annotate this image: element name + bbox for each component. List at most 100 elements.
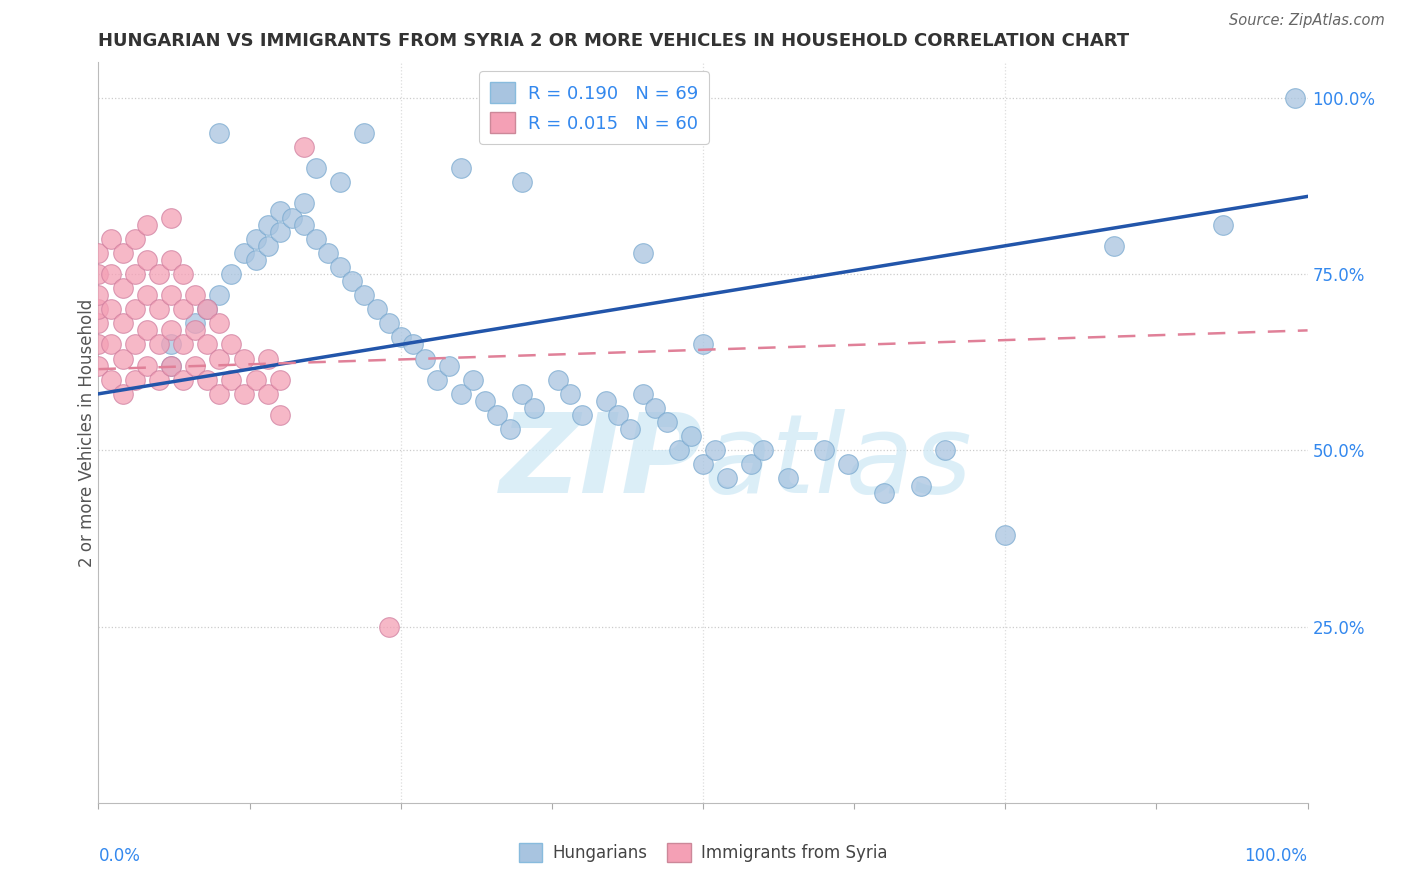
Point (353, 288, 375, 302)
Point (100, 232, 122, 246)
Point (910, 478, 932, 492)
Point (1212, 218, 1234, 232)
Point (87, 316, 110, 330)
Point (195, 302, 218, 317)
Point (87, 337, 110, 351)
Point (124, 302, 146, 317)
Point (389, 330, 412, 344)
Point (172, 373, 194, 387)
Point (607, 408, 630, 422)
Point (498, 422, 520, 436)
Point (135, 359, 157, 373)
Point (305, 161, 328, 176)
Point (87, 302, 110, 317)
Point (474, 393, 496, 408)
Point (595, 393, 617, 408)
Point (208, 387, 231, 401)
Point (329, 175, 352, 189)
Point (100, 267, 122, 281)
Point (776, 471, 799, 485)
Point (934, 443, 956, 458)
Text: Source: ZipAtlas.com: Source: ZipAtlas.com (1229, 13, 1385, 29)
Point (87, 359, 110, 373)
Point (87, 267, 110, 281)
Point (232, 245, 254, 260)
Point (160, 337, 183, 351)
Point (413, 351, 436, 366)
Point (172, 267, 194, 281)
Point (172, 337, 194, 351)
Point (342, 274, 364, 288)
Point (148, 302, 170, 317)
Point (111, 316, 134, 330)
Point (160, 323, 183, 337)
Text: HUNGARIAN VS IMMIGRANTS FROM SYRIA 2 OR MORE VEHICLES IN HOUSEHOLD CORRELATION C: HUNGARIAN VS IMMIGRANTS FROM SYRIA 2 OR … (98, 32, 1129, 50)
Point (221, 337, 243, 351)
Point (292, 218, 315, 232)
Point (450, 161, 472, 176)
Point (329, 260, 352, 274)
Point (208, 288, 231, 302)
Point (100, 373, 122, 387)
Point (813, 443, 835, 458)
Point (184, 359, 207, 373)
Y-axis label: 2 or more Vehicles in Household: 2 or more Vehicles in Household (79, 299, 96, 566)
Point (160, 211, 183, 225)
Point (111, 387, 134, 401)
Point (208, 351, 231, 366)
Point (873, 485, 896, 500)
Point (679, 429, 702, 443)
Point (135, 252, 157, 267)
Point (837, 458, 859, 472)
Point (269, 225, 291, 239)
Point (523, 401, 546, 415)
Point (692, 337, 714, 351)
Point (184, 316, 207, 330)
Text: 100.0%: 100.0% (1244, 847, 1308, 865)
Point (256, 387, 278, 401)
Point (160, 359, 183, 373)
Point (558, 387, 581, 401)
Point (486, 408, 509, 422)
Point (87, 245, 110, 260)
Point (172, 302, 194, 317)
Point (160, 252, 183, 267)
Point (245, 373, 267, 387)
Point (124, 373, 146, 387)
Text: atlas: atlas (703, 409, 972, 516)
Point (184, 288, 207, 302)
Point (571, 408, 593, 422)
Point (655, 415, 678, 429)
Point (160, 359, 183, 373)
Point (292, 196, 315, 211)
Point (135, 218, 157, 232)
Point (269, 203, 291, 218)
Point (124, 337, 146, 351)
Point (704, 443, 727, 458)
Point (256, 351, 278, 366)
Point (87, 288, 110, 302)
Point (547, 373, 569, 387)
Point (1284, 91, 1306, 105)
Point (377, 316, 399, 330)
Point (160, 288, 183, 302)
Point (232, 351, 254, 366)
Point (402, 337, 425, 351)
Point (124, 267, 146, 281)
Point (148, 337, 170, 351)
Point (111, 351, 134, 366)
Point (752, 443, 775, 458)
Point (124, 232, 146, 246)
Point (256, 218, 278, 232)
Point (631, 387, 654, 401)
Point (994, 528, 1017, 542)
Point (644, 401, 666, 415)
Point (111, 245, 134, 260)
Point (100, 302, 122, 317)
Point (232, 387, 254, 401)
Point (195, 373, 218, 387)
Point (269, 408, 291, 422)
Point (426, 373, 449, 387)
Point (195, 302, 218, 317)
Point (619, 422, 641, 436)
